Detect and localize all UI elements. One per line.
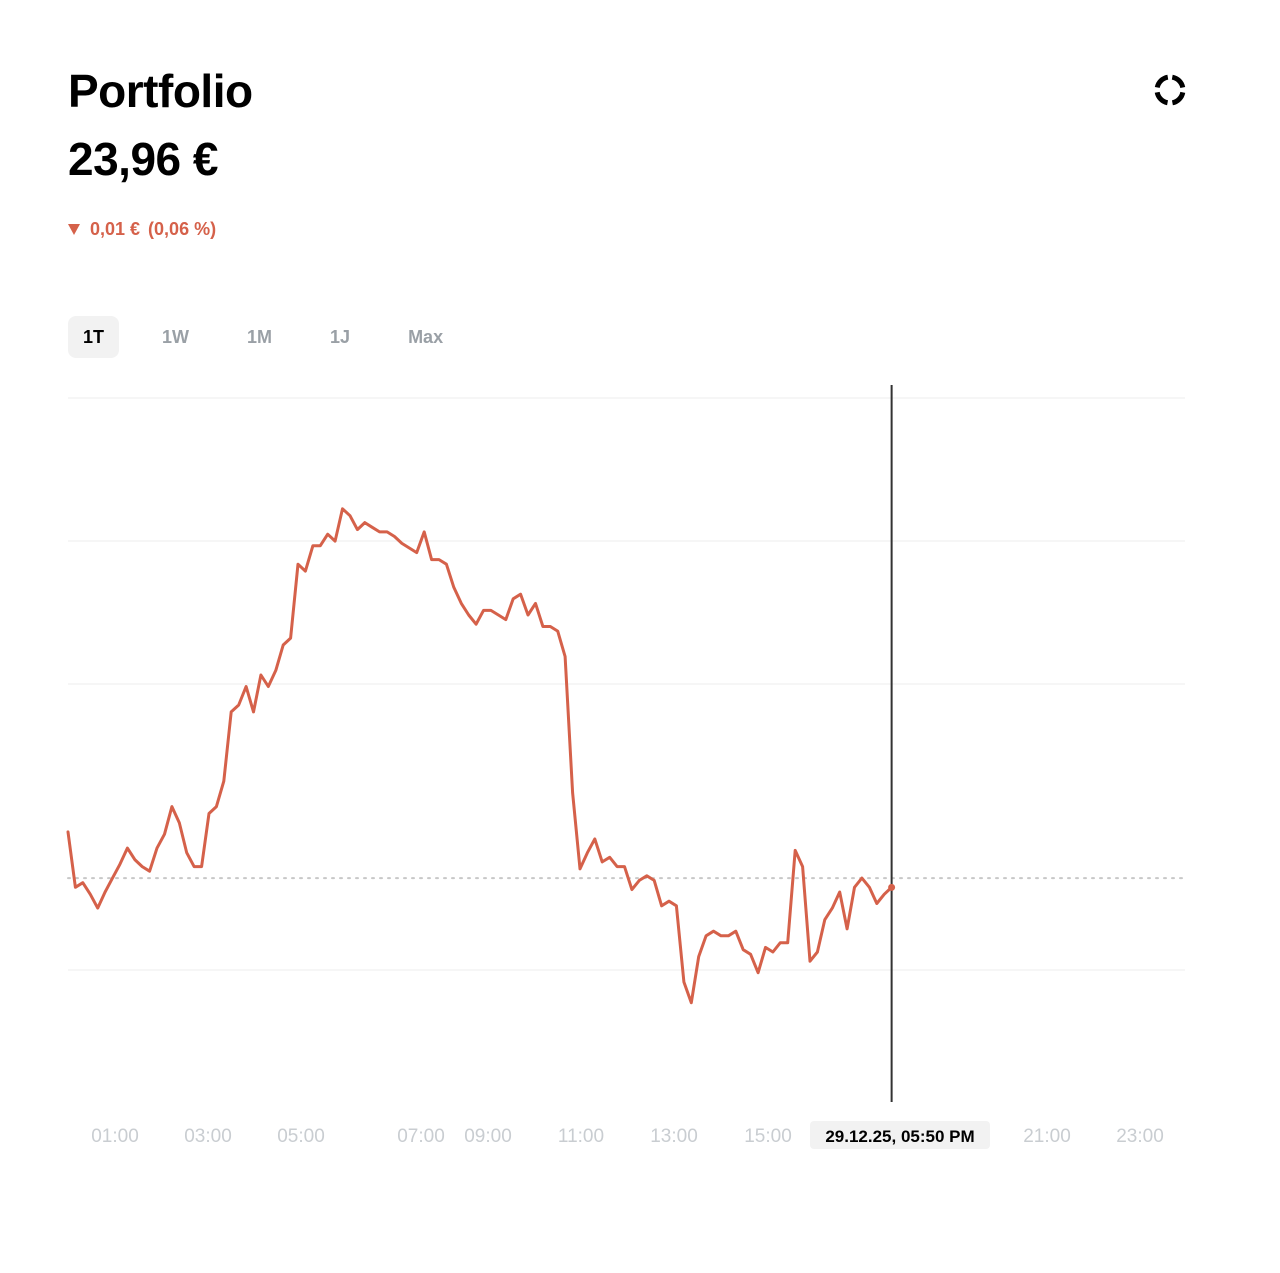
series-line [66, 507, 894, 1005]
cursor-dot [888, 883, 896, 891]
x-tick-label: 09:00 [464, 1126, 512, 1147]
portfolio-value: 23,96 € [68, 133, 218, 185]
cursor-timestamp: 29.12.25, 05:50 PM [825, 1127, 974, 1146]
change-absolute: 0,01 € [90, 219, 141, 239]
down-triangle-icon [68, 224, 80, 235]
donut-spinner-icon[interactable] [1150, 70, 1190, 110]
portfolio-line-chart[interactable]: 01:00 03:00 05:00 07:00 09:00 11:00 13:00 15:00… [0, 380, 1280, 1180]
tab-1j[interactable]: 1J [330, 327, 351, 347]
x-tick-label: 07:00 [397, 1126, 445, 1147]
tab-1w[interactable]: 1W [162, 327, 190, 347]
x-tick-label: 21:00 [1023, 1126, 1071, 1147]
timeframe-tabs: 1T 1W 1M 1J Max [68, 316, 486, 358]
x-tick-label: 11:00 [558, 1126, 604, 1147]
page-title: Portfolio [68, 65, 253, 117]
x-tick-label: 05:00 [277, 1126, 325, 1147]
change-percent: (0,06 %) [148, 219, 217, 239]
tooltip-background [810, 1121, 990, 1149]
x-tick-label: 13:00 [650, 1126, 698, 1147]
x-tick-label: 01:00 [91, 1126, 139, 1147]
x-tick-label: 03:00 [184, 1126, 232, 1147]
tab-max[interactable]: Max [408, 327, 444, 347]
x-tick-label: 23:00 [1116, 1126, 1164, 1147]
daily-change: 0,01 € (0,06 %) [68, 219, 216, 240]
tab-1t[interactable]: 1T [68, 316, 120, 358]
x-tick-label: 15:00 [744, 1126, 792, 1147]
tab-1m[interactable]: 1M [247, 327, 273, 347]
